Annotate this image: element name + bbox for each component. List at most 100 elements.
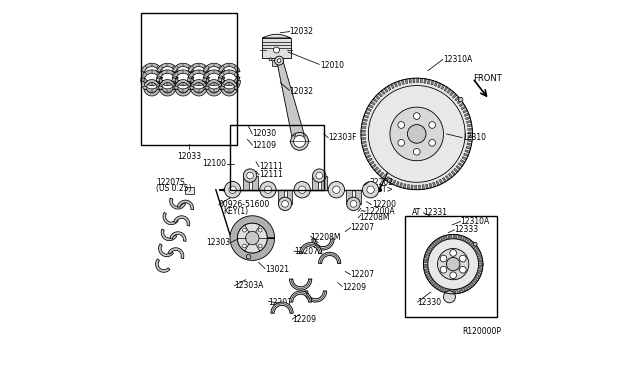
Polygon shape bbox=[454, 289, 456, 294]
Polygon shape bbox=[287, 190, 292, 204]
Polygon shape bbox=[474, 248, 479, 251]
Polygon shape bbox=[362, 141, 366, 144]
Polygon shape bbox=[424, 264, 428, 266]
Text: 12111: 12111 bbox=[259, 162, 283, 171]
Polygon shape bbox=[177, 200, 193, 210]
Text: 12032: 12032 bbox=[289, 27, 314, 36]
Polygon shape bbox=[159, 89, 175, 96]
Circle shape bbox=[312, 169, 326, 182]
Circle shape bbox=[333, 186, 340, 193]
Circle shape bbox=[259, 228, 262, 232]
Polygon shape bbox=[403, 184, 406, 189]
Polygon shape bbox=[452, 289, 453, 294]
Polygon shape bbox=[355, 190, 361, 204]
Circle shape bbox=[458, 97, 463, 102]
Polygon shape bbox=[448, 235, 450, 239]
Circle shape bbox=[291, 132, 308, 150]
Polygon shape bbox=[363, 119, 367, 122]
Polygon shape bbox=[364, 151, 369, 155]
Polygon shape bbox=[362, 122, 367, 125]
Polygon shape bbox=[399, 183, 403, 187]
Polygon shape bbox=[472, 244, 476, 247]
Bar bbox=[230, 125, 324, 190]
Polygon shape bbox=[220, 80, 241, 92]
Polygon shape bbox=[477, 272, 481, 275]
Polygon shape bbox=[367, 158, 372, 162]
Polygon shape bbox=[206, 89, 222, 96]
Circle shape bbox=[367, 186, 374, 193]
Text: 12303F: 12303F bbox=[328, 133, 356, 142]
Polygon shape bbox=[436, 285, 440, 290]
Polygon shape bbox=[312, 239, 334, 250]
Polygon shape bbox=[141, 70, 161, 82]
Polygon shape bbox=[203, 63, 225, 73]
Polygon shape bbox=[278, 190, 284, 204]
Polygon shape bbox=[456, 234, 457, 239]
Circle shape bbox=[362, 182, 379, 198]
Text: 12010: 12010 bbox=[320, 61, 344, 70]
Polygon shape bbox=[457, 100, 462, 104]
Polygon shape bbox=[465, 150, 470, 153]
Polygon shape bbox=[441, 85, 445, 89]
Polygon shape bbox=[361, 130, 365, 132]
Polygon shape bbox=[424, 271, 429, 273]
Polygon shape bbox=[159, 244, 173, 257]
Polygon shape bbox=[394, 82, 397, 87]
Polygon shape bbox=[417, 78, 419, 83]
Polygon shape bbox=[468, 136, 472, 138]
Polygon shape bbox=[305, 291, 326, 302]
Polygon shape bbox=[405, 79, 408, 84]
Polygon shape bbox=[300, 243, 322, 254]
Polygon shape bbox=[172, 76, 194, 86]
Polygon shape bbox=[396, 182, 399, 186]
Text: KEY(1): KEY(1) bbox=[223, 207, 248, 216]
Polygon shape bbox=[451, 171, 456, 175]
Polygon shape bbox=[369, 105, 373, 108]
Text: AT: AT bbox=[412, 208, 422, 217]
Text: (US 0.25): (US 0.25) bbox=[156, 185, 192, 193]
Circle shape bbox=[440, 255, 447, 262]
Polygon shape bbox=[191, 89, 207, 96]
Polygon shape bbox=[168, 248, 184, 259]
Polygon shape bbox=[144, 80, 160, 87]
Polygon shape bbox=[460, 160, 465, 163]
Polygon shape bbox=[461, 106, 466, 110]
Polygon shape bbox=[464, 237, 467, 242]
Circle shape bbox=[460, 266, 466, 273]
Polygon shape bbox=[470, 242, 474, 246]
Polygon shape bbox=[436, 239, 439, 244]
Text: 12303A: 12303A bbox=[234, 281, 264, 290]
Text: 12100: 12100 bbox=[202, 159, 227, 168]
Polygon shape bbox=[156, 70, 177, 82]
Polygon shape bbox=[449, 289, 451, 294]
Polygon shape bbox=[371, 101, 375, 105]
Polygon shape bbox=[170, 232, 186, 241]
Circle shape bbox=[294, 182, 310, 198]
Circle shape bbox=[243, 244, 246, 248]
Polygon shape bbox=[477, 255, 482, 257]
Polygon shape bbox=[467, 285, 470, 289]
Text: 12207: 12207 bbox=[351, 270, 374, 279]
Polygon shape bbox=[431, 80, 434, 85]
Polygon shape bbox=[469, 283, 473, 288]
Polygon shape bbox=[362, 145, 367, 147]
Circle shape bbox=[413, 148, 420, 155]
Polygon shape bbox=[444, 288, 447, 293]
Polygon shape bbox=[456, 289, 458, 294]
Polygon shape bbox=[372, 98, 378, 102]
Polygon shape bbox=[424, 256, 429, 259]
Polygon shape bbox=[218, 70, 239, 82]
Polygon shape bbox=[382, 174, 387, 179]
Polygon shape bbox=[468, 139, 472, 142]
Polygon shape bbox=[463, 109, 468, 113]
Polygon shape bbox=[456, 166, 461, 170]
Text: 12207: 12207 bbox=[294, 247, 318, 256]
Polygon shape bbox=[445, 235, 447, 240]
Polygon shape bbox=[473, 246, 477, 249]
Circle shape bbox=[474, 242, 477, 246]
Polygon shape bbox=[420, 78, 422, 83]
Polygon shape bbox=[188, 63, 209, 73]
Polygon shape bbox=[271, 302, 293, 313]
Polygon shape bbox=[262, 34, 291, 38]
Polygon shape bbox=[478, 257, 483, 260]
